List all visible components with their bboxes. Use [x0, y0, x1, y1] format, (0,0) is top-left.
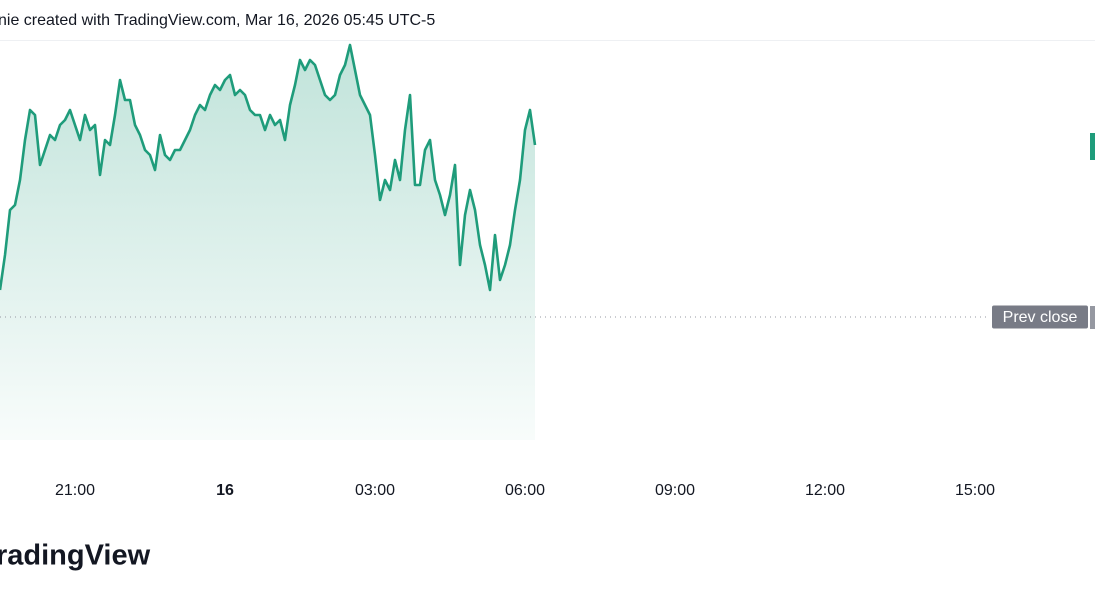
- prev-close-label: Prev close: [1003, 309, 1078, 326]
- price-tag: [1090, 133, 1095, 160]
- x-tick-label: 12:00: [805, 482, 845, 499]
- x-tick-label: 09:00: [655, 482, 695, 499]
- prev-close-badge: [992, 305, 1088, 329]
- area-fill: [0, 45, 535, 440]
- x-tick-label: 06:00: [505, 482, 545, 499]
- brand-logo: radingView: [0, 540, 151, 572]
- x-tick-label: 21:00: [55, 482, 95, 499]
- x-tick-label: 16: [216, 482, 234, 499]
- x-tick-label: 15:00: [955, 482, 995, 499]
- header-text: nie created with TradingView.com, Mar 16…: [0, 12, 435, 29]
- price-line: [0, 43, 537, 292]
- x-tick-label: 03:00: [355, 482, 395, 499]
- axis-tag: [1090, 306, 1095, 329]
